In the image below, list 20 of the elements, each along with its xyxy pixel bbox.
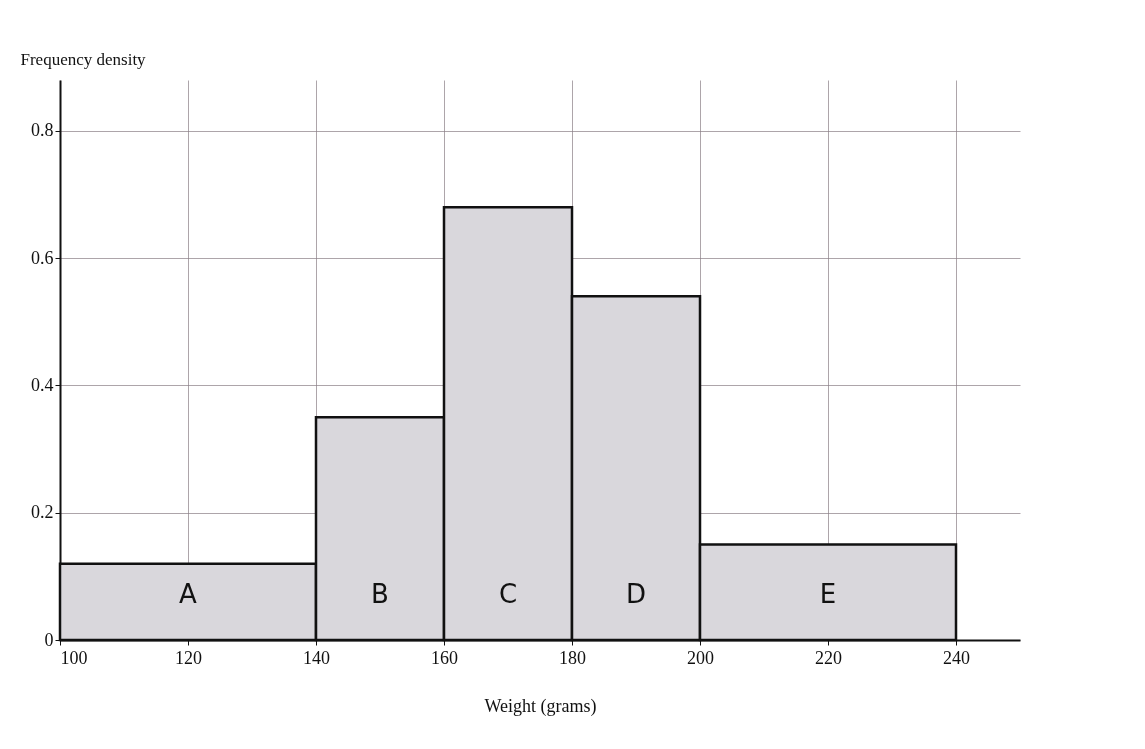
x-tick-label: 100 [60,647,88,668]
y-tick-label: 0.4 [31,374,54,395]
x-tick-label: 140 [303,647,330,668]
y-tick-label: 0.2 [31,502,54,523]
x-tick-label: 220 [815,647,842,668]
annotation: C [498,579,518,610]
x-tick-label: 180 [559,647,586,668]
y-tick-label: 0 [44,629,54,650]
y-tick-label: 0.8 [31,120,54,141]
x-tick-label: 160 [431,647,458,668]
annotation: E [819,579,837,610]
y-tick-label: 0.6 [31,247,54,268]
annotation: B [371,579,389,610]
x-tick-label: 200 [687,647,714,668]
annotation: D [625,579,647,610]
x-tick-label: 120 [175,647,202,668]
x-tick-label: 240 [943,647,970,668]
y-axis-title: Frequency density [20,49,147,69]
annotation: A [179,579,198,610]
x-axis-title: Weight (grams) [484,695,597,717]
